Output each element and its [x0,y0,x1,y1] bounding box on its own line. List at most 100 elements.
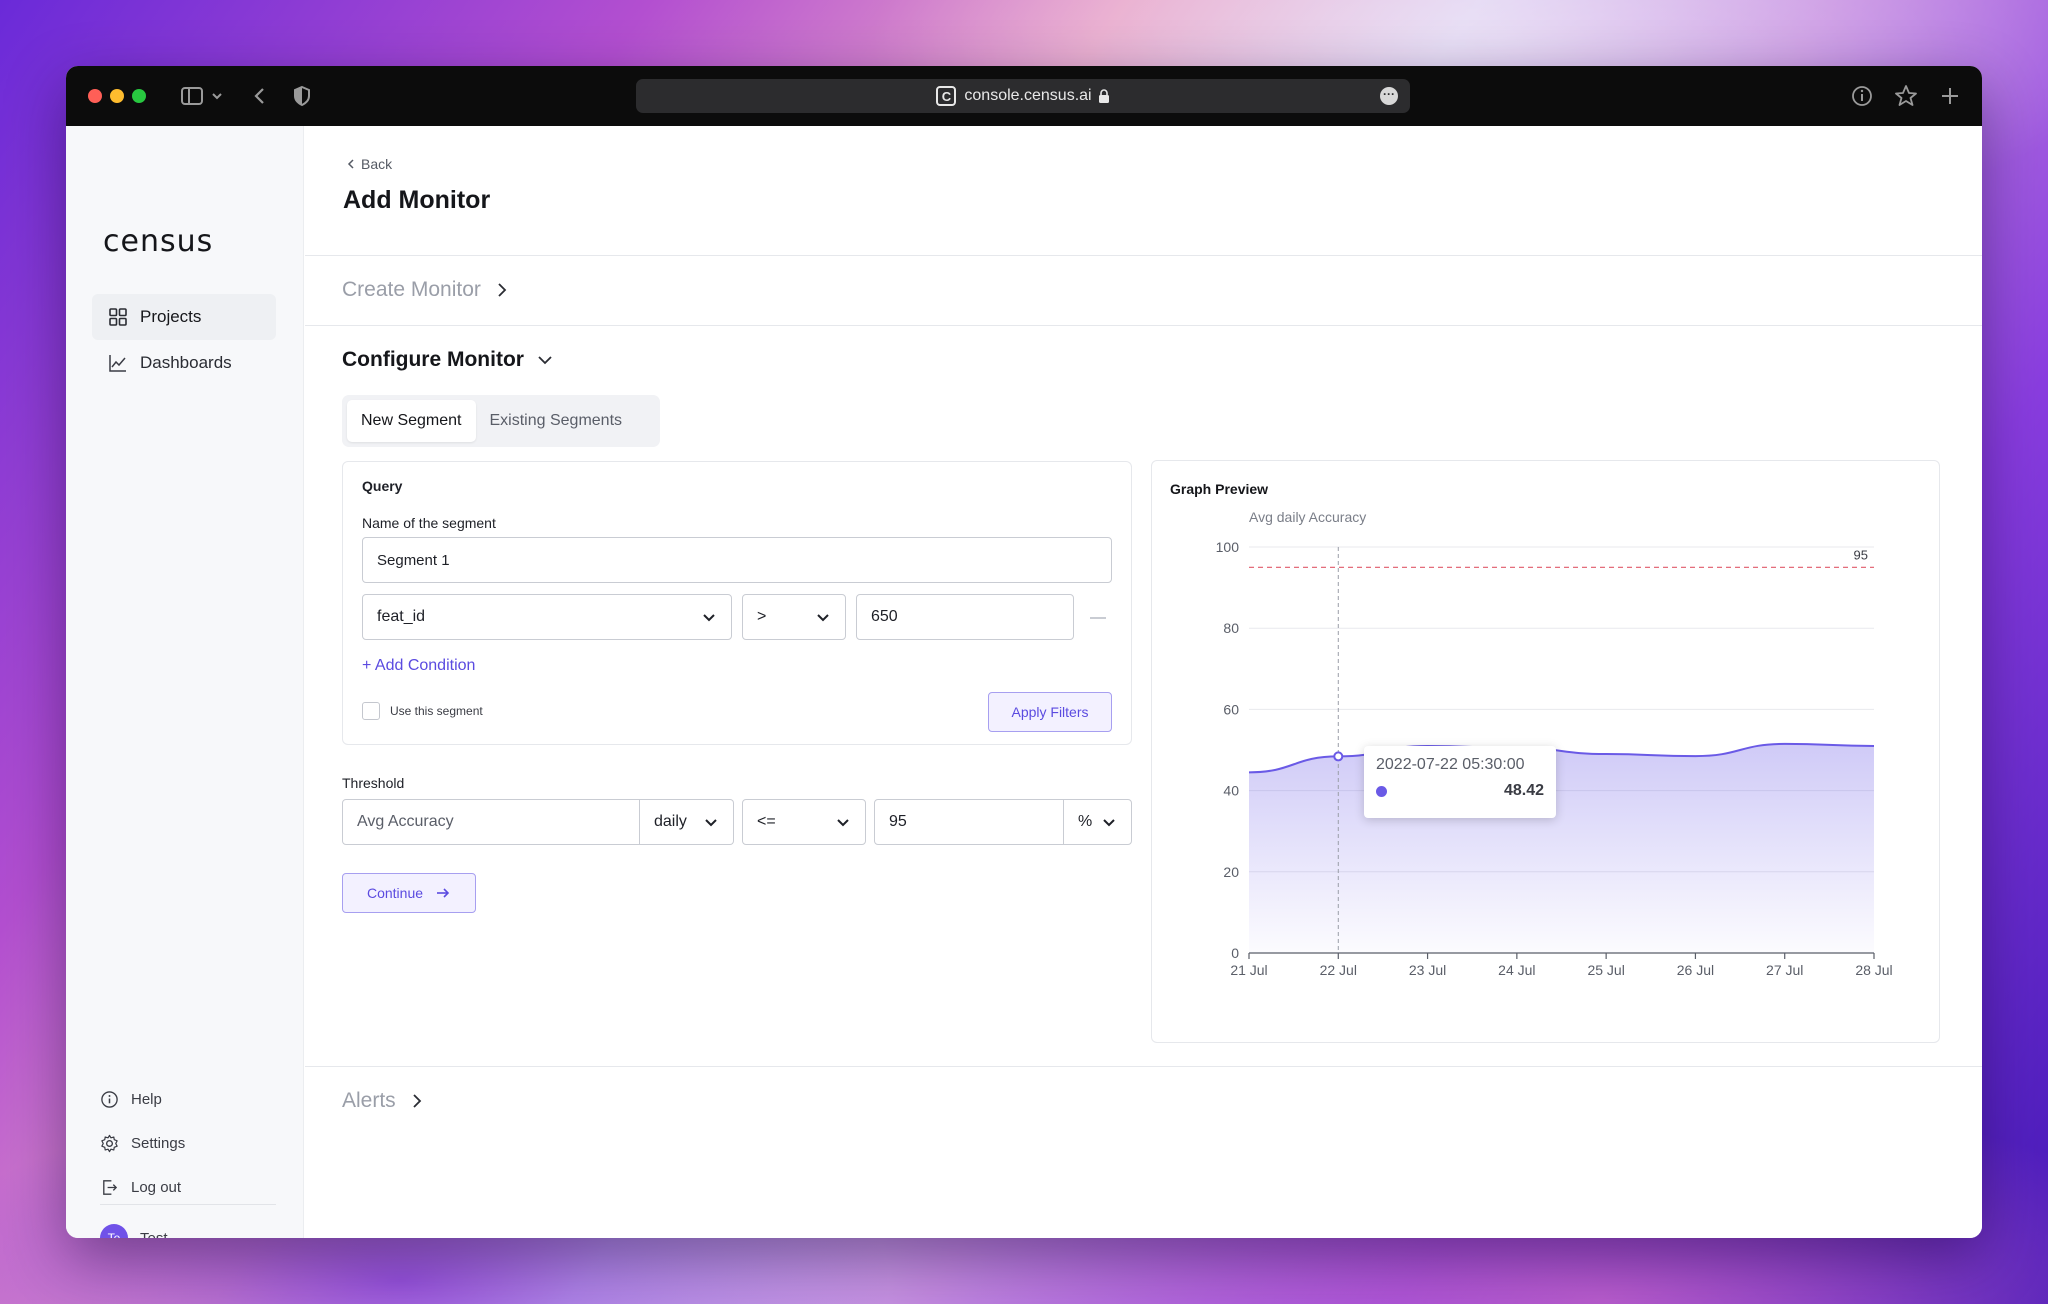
alerts-section[interactable]: Alerts [342,1089,426,1113]
address-bar[interactable]: C console.census.ai ··· [636,79,1410,113]
use-segment-checkbox[interactable] [362,702,380,720]
chevron-down-icon [1103,819,1115,827]
back-label: Back [361,156,393,172]
back-arrow-icon[interactable] [246,82,274,110]
x-tick-label: 21 Jul [1230,962,1267,978]
close-window-button[interactable] [88,89,102,103]
lock-icon [1098,89,1109,103]
series-dot [1376,785,1387,797]
y-tick-label: 60 [1223,701,1239,717]
sidebar-item-projects[interactable]: Projects [92,294,276,340]
segment-tabs: New Segment Existing Segments [342,395,660,447]
chevron-right-icon [413,1094,421,1108]
back-link[interactable]: Back [345,156,392,172]
use-segment-label: Use this segment [390,704,483,718]
continue-label: Continue [366,885,424,901]
threshold-period-select[interactable]: daily [640,799,734,845]
minimize-window-button[interactable] [110,89,124,103]
chevron-down-icon [705,819,717,827]
x-tick-label: 27 Jul [1766,962,1803,978]
segment-name-input[interactable]: Segment 1 [362,537,1112,583]
condition-operator-value: > [757,608,767,625]
threshold-value-input[interactable]: 95 [874,799,1064,845]
maximize-window-button[interactable] [132,89,146,103]
sidebar: census Projects Dashboards Help [66,126,304,1238]
chart-title: Avg daily Accuracy [1249,509,1366,525]
threshold-operator-value: <= [757,813,776,830]
y-tick-label: 100 [1216,539,1240,555]
continue-button[interactable]: Continue [342,873,476,913]
condition-field-value: feat_id [377,608,426,625]
segment-name-value: Segment 1 [377,551,450,569]
condition-value-input[interactable]: 650 [856,594,1074,640]
section-divider [305,325,1982,326]
census-logo[interactable]: census [103,224,214,259]
tab-new-segment[interactable]: New Segment [347,400,476,442]
browser-titlebar: C console.census.ai ··· [66,66,1982,126]
x-tick-label: 26 Jul [1677,962,1714,978]
threshold-metric-value: Avg Accuracy [357,813,454,830]
sidebar-item-dashboards[interactable]: Dashboards [92,340,276,386]
section-title: Create Monitor [342,278,481,301]
page-title: Add Monitor [343,186,491,214]
series-area [1249,743,1874,953]
sidebar-item-label: Log out [131,1178,182,1196]
star-icon[interactable] [1892,82,1920,110]
chevron-left-icon [347,159,354,169]
grid-icon [109,308,127,326]
sidebar-toggle-icon[interactable] [178,82,206,110]
section-divider [305,1066,1982,1067]
chevron-down-icon[interactable] [208,82,226,110]
avatar: Te [100,1224,128,1238]
new-tab-icon[interactable] [1936,82,1964,110]
query-title: Query [362,478,403,494]
chevron-down-icon [538,356,552,365]
add-condition-link[interactable]: + Add Condition [362,657,476,674]
chevron-down-icon [817,614,829,622]
y-tick-label: 80 [1223,620,1239,636]
shield-icon[interactable] [288,82,316,110]
sidebar-item-settings[interactable]: Settings [100,1128,185,1158]
chevron-down-icon [837,819,849,827]
condition-field-select[interactable]: feat_id [362,594,732,640]
condition-operator-select[interactable]: > [742,594,846,640]
configure-monitor-section[interactable]: Configure Monitor [342,348,554,372]
tooltip-date: 2022-07-22 05:30:00 [1376,756,1525,773]
threshold-unit-select[interactable]: % [1063,799,1132,845]
info-icon [101,1090,118,1108]
apply-filters-button[interactable]: Apply Filters [988,692,1112,732]
info-icon[interactable] [1848,82,1876,110]
site-favicon: C [936,86,957,106]
threshold-metric-input[interactable]: Avg Accuracy [342,799,640,845]
data-point [1333,751,1344,762]
create-monitor-section[interactable]: Create Monitor [342,278,511,302]
line-chart-icon [109,355,126,372]
threshold-operator-select[interactable]: <= [742,799,866,845]
chevron-down-icon [703,614,715,622]
sidebar-item-label: Projects [140,307,202,326]
sidebar-item-label: Dashboards [140,353,232,372]
y-tick-label: 40 [1223,783,1239,799]
user-name: Test [140,1229,168,1239]
sidebar-divider [100,1204,276,1205]
threshold-label: 95 [1854,547,1868,562]
sidebar-item-logout[interactable]: Log out [100,1172,181,1202]
logout-icon [103,1179,118,1195]
user-profile[interactable]: Te Test [100,1223,168,1238]
more-options-icon[interactable]: ··· [1380,87,1398,105]
tab-existing-segments[interactable]: Existing Segments [489,412,623,429]
threshold-unit-value: % [1078,813,1093,830]
remove-condition-button[interactable] [1090,617,1106,619]
y-tick-label: 20 [1223,864,1239,880]
section-divider [305,255,1982,256]
x-tick-label: 24 Jul [1498,962,1535,978]
chart-tooltip: 2022-07-22 05:30:00 48.42 [1364,746,1556,818]
section-title: Configure Monitor [342,348,524,371]
sidebar-item-label: Help [131,1090,162,1108]
x-tick-label: 22 Jul [1320,962,1357,978]
sidebar-item-label: Settings [131,1134,186,1152]
threshold-period-value: daily [654,813,687,830]
sidebar-item-help[interactable]: Help [100,1084,162,1114]
gear-icon [101,1134,118,1152]
url-text: console.census.ai [964,87,1092,104]
